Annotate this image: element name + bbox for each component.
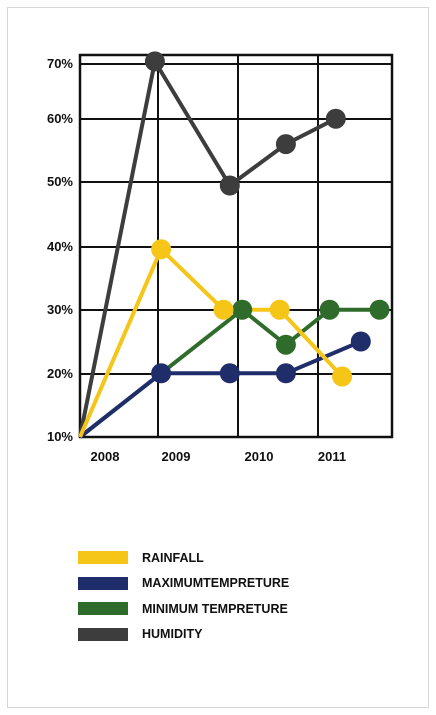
data-point (219, 363, 240, 384)
y-tick-label: 50% (47, 174, 73, 189)
legend-item: MAXIMUMTEMPRETURE (78, 571, 408, 597)
series-line-3 (78, 59, 337, 438)
series-points (144, 51, 390, 387)
x-tick-label: 2010 (245, 449, 274, 464)
data-point (151, 363, 172, 384)
legend-label: RAINFALL (142, 550, 204, 565)
y-tick-label: 30% (47, 302, 73, 317)
x-tick-label: 2011 (318, 449, 346, 464)
y-tick-label: 70% (47, 56, 73, 71)
data-point (369, 299, 390, 320)
data-point (232, 299, 253, 320)
data-point (325, 108, 346, 129)
y-tick-label: 20% (47, 366, 73, 381)
data-point (319, 299, 340, 320)
data-point (213, 299, 234, 320)
y-axis-tick-labels: 70% 60% 50% 40% 30% 20% 10% (47, 56, 73, 444)
chart-axes (78, 53, 394, 439)
y-tick-label: 40% (47, 239, 73, 254)
data-point (350, 331, 371, 352)
legend-label: MAXIMUMTEMPRETURE (142, 576, 290, 591)
x-axis-tick-labels: 2008 2009 2010 2011 (91, 449, 347, 464)
plot-border (78, 53, 394, 439)
data-point (332, 366, 353, 387)
y-tick-label: 60% (47, 111, 73, 126)
series-line-0 (78, 247, 344, 438)
data-point (275, 134, 296, 155)
y-tick-label: 10% (47, 429, 73, 444)
legend-item: MINIMUM TEMPRETURE (78, 596, 408, 622)
data-point (219, 175, 240, 196)
data-point (275, 334, 296, 355)
data-point (275, 363, 296, 384)
legend-swatch (78, 627, 128, 641)
chart-legend: RAINFALL MAXIMUMTEMPRETURE MINIMUM TEMPRET… (78, 545, 408, 647)
legend-swatch (78, 551, 128, 565)
legend-label: HUMIDITY (142, 627, 203, 642)
data-point (269, 299, 290, 320)
data-point (151, 239, 172, 260)
x-tick-label: 2009 (162, 449, 191, 464)
data-point (144, 51, 165, 72)
x-tick-label: 2008 (91, 449, 120, 464)
legend-item: HUMIDITY (78, 622, 408, 648)
legend-swatch (78, 576, 128, 590)
legend-label: MINIMUM TEMPRETURE (142, 601, 288, 616)
legend-item: RAINFALL (78, 545, 408, 571)
chart-frame (7, 7, 429, 708)
legend-swatch (78, 602, 128, 616)
